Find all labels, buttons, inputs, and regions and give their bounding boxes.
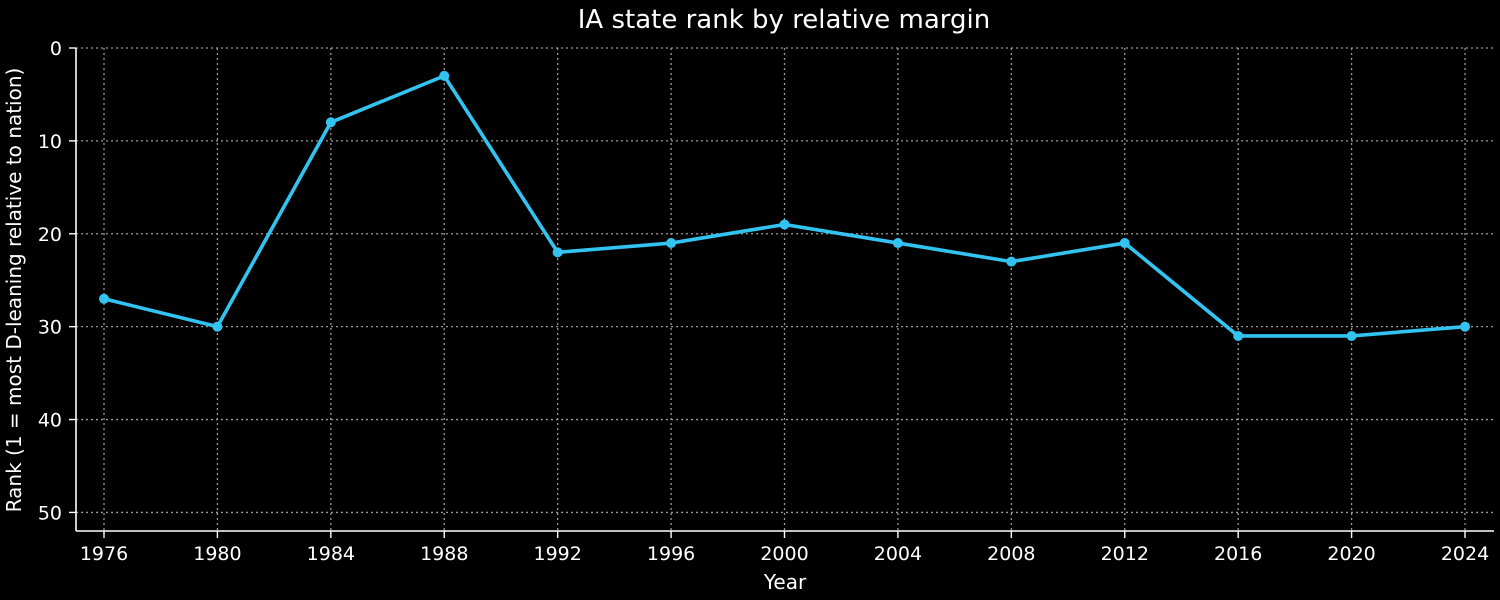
x-tick-label: 2012 [1101, 543, 1149, 565]
x-axis-title: Year [763, 570, 807, 594]
x-tick-label: 2020 [1327, 543, 1375, 565]
data-point [212, 321, 223, 332]
y-tick-label: 0 [50, 38, 62, 60]
data-point [99, 293, 109, 304]
data-point [439, 70, 450, 81]
x-tick-label: 1996 [647, 543, 695, 565]
y-tick-label: 40 [38, 410, 62, 432]
series-layer [99, 70, 1470, 341]
x-tick-label: 1976 [80, 543, 128, 565]
x-axis-ticks: 1976 1980 1984 1988 1992 1996 2000 2004 2008 2012… [80, 531, 1489, 565]
x-tick-label: 2016 [1214, 543, 1262, 565]
y-tick-label: 30 [38, 317, 62, 339]
chart-title: IA state rank by relative margin [578, 5, 990, 35]
data-point [552, 247, 563, 258]
data-point [666, 238, 677, 249]
grid [76, 47, 1494, 531]
x-tick-label: 1980 [193, 543, 241, 565]
data-point [1346, 330, 1357, 341]
x-tick-label: 1988 [420, 543, 468, 565]
x-tick-label: 2000 [760, 543, 808, 565]
y-tick-label: 10 [38, 131, 62, 153]
x-tick-label: 2004 [874, 543, 922, 565]
y-tick-label: 50 [38, 502, 62, 524]
data-point [892, 238, 903, 249]
y-axis-title: Rank (1 = most D-leaning relative to nat… [2, 68, 26, 513]
x-tick-label: 2008 [987, 543, 1035, 565]
x-tick-label: 2024 [1441, 543, 1489, 565]
x-tick-label: 1984 [307, 543, 355, 565]
data-point [1119, 238, 1130, 249]
data-point [1233, 330, 1244, 341]
data-point [779, 219, 790, 230]
x-tick-label: 1992 [533, 543, 581, 565]
y-axis-ticks: 0 10 20 30 40 50 [38, 38, 76, 524]
data-point [1460, 321, 1470, 332]
y-tick-label: 20 [38, 224, 62, 246]
data-point [1006, 256, 1017, 267]
data-point [325, 117, 336, 128]
